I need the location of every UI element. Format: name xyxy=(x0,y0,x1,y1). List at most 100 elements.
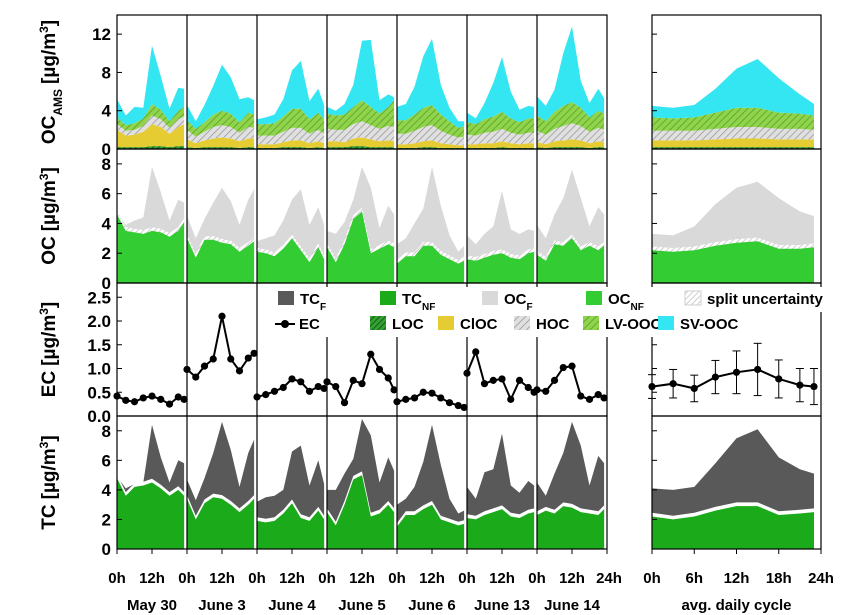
ec-point xyxy=(550,376,559,384)
ec-point xyxy=(498,375,506,383)
legend-label: OCNF xyxy=(608,291,644,313)
ec-point xyxy=(297,378,305,386)
area-hoc-day-0 xyxy=(117,115,185,136)
area-cloc-day-0 xyxy=(117,124,185,148)
ec-line-day-3 xyxy=(326,351,395,406)
y-axis-label-text: OCAMS [µg/m3] xyxy=(37,20,65,144)
day-label: June 13 xyxy=(474,597,530,614)
y-tick-label: 8 xyxy=(102,422,111,441)
area-hoc-cycle xyxy=(652,127,814,141)
area-svooc-day-3 xyxy=(327,39,395,116)
y-axis-label: EC [µg/m3] xyxy=(37,302,60,397)
ec-point xyxy=(796,381,804,389)
x-tick-label-cycle: 6h xyxy=(685,570,703,587)
area-oc-nf-day-0 xyxy=(117,214,185,283)
area-oc-nf-day-3 xyxy=(327,211,395,283)
area-lvooc-day-5 xyxy=(467,111,535,136)
ec-point xyxy=(130,398,139,406)
area-loc-day-0 xyxy=(117,146,185,149)
ec-point xyxy=(340,399,349,407)
y-tick-label: 8 xyxy=(102,63,111,82)
x-tick-label: 0h xyxy=(528,570,546,587)
area-tc-nf-day-0 xyxy=(117,478,185,549)
area-cloc-cycle xyxy=(652,138,814,148)
cycle-label: avg. daily cycle xyxy=(681,597,791,614)
legend-background xyxy=(262,287,682,337)
legend-label: split uncertainty xyxy=(707,291,824,308)
ec-point xyxy=(754,365,762,374)
ec-point xyxy=(218,312,226,320)
area-lvooc-day-2 xyxy=(257,108,325,136)
ec-point xyxy=(515,376,524,384)
ec-point xyxy=(594,391,602,399)
area-svooc-day-5 xyxy=(467,57,535,125)
day-label: June 3 xyxy=(198,597,246,614)
ec-point xyxy=(577,392,585,400)
legend-label-main: SV-OOC xyxy=(680,316,739,333)
y-tick-label: 4 xyxy=(102,481,112,500)
legend-label-main: EC xyxy=(299,316,320,333)
legend-swatch-lvooc xyxy=(583,316,599,330)
legend-label-main: TC xyxy=(402,291,422,308)
legend-label-sub: NF xyxy=(422,302,435,313)
ec-point xyxy=(445,399,454,407)
area-cloc-day-4 xyxy=(397,140,465,148)
ec-point xyxy=(585,395,594,403)
ec-point xyxy=(270,387,279,395)
area-oc-nf-day-6 xyxy=(537,238,605,283)
legend-label: LOC xyxy=(392,316,424,333)
y-axis-label-text: TC [µg/m3] xyxy=(37,435,60,529)
ec-point xyxy=(711,373,719,381)
x-tick-label-cycle: 24h xyxy=(808,570,834,587)
x-tick-label: 0h xyxy=(248,570,266,587)
y-tick-label: 0 xyxy=(102,140,111,159)
legend-label: ClOC xyxy=(460,316,498,333)
y-tick-label: 12 xyxy=(92,25,111,44)
area-tc-nf-day-6 xyxy=(537,506,605,549)
area-svooc-day-6 xyxy=(537,26,605,122)
y-tick-label: 4 xyxy=(102,214,112,233)
legend-swatch-ec-marker xyxy=(281,320,289,328)
y-label-close: ] xyxy=(39,302,60,308)
x-tick-label: 12h xyxy=(489,570,515,587)
legend-label-main: OC xyxy=(608,291,631,308)
legend-label: TCF xyxy=(300,291,326,313)
y-tick-label: 0.5 xyxy=(87,383,111,402)
ec-point xyxy=(227,355,235,363)
legend-swatch-tc_f xyxy=(278,291,294,305)
ec-point xyxy=(148,392,156,400)
area-cloc-day-2 xyxy=(257,140,325,148)
area-oc-nf-cycle xyxy=(652,241,814,283)
y-tick-label: 6 xyxy=(102,185,111,204)
area-svooc-day-1 xyxy=(187,64,255,129)
area-lvooc-day-4 xyxy=(397,105,465,138)
ec-point xyxy=(600,394,608,402)
area-oc-nf-day-5 xyxy=(467,251,535,283)
ec-point xyxy=(320,384,328,393)
area-cloc-day-6 xyxy=(537,139,605,148)
area-svooc-day-4 xyxy=(397,38,465,128)
ec-point xyxy=(358,380,366,388)
y-tick-label: 1.0 xyxy=(87,360,111,379)
y-tick-label: 4 xyxy=(102,102,112,121)
x-tick-label: 0h xyxy=(108,570,126,587)
legend-swatch-svooc xyxy=(658,316,674,330)
ec-line-day-1 xyxy=(186,316,255,379)
ec-point xyxy=(279,383,287,392)
day-label: June 5 xyxy=(338,597,386,614)
area-hoc-day-1 xyxy=(187,125,255,144)
y-tick-label: 2 xyxy=(102,510,111,529)
y-axis-label: OC [µg/m3] xyxy=(37,167,60,265)
ec-point xyxy=(122,396,130,404)
legend-label: EC xyxy=(299,316,320,333)
area-lvooc-day-0 xyxy=(117,104,185,131)
ec-point xyxy=(165,400,174,408)
ec-point xyxy=(454,401,462,410)
legend-swatch-loc xyxy=(370,316,386,330)
legend-label: HOC xyxy=(536,316,570,333)
ec-point xyxy=(314,382,322,391)
legend-label-main: LV-OOC xyxy=(605,316,662,333)
ec-point xyxy=(244,354,252,362)
